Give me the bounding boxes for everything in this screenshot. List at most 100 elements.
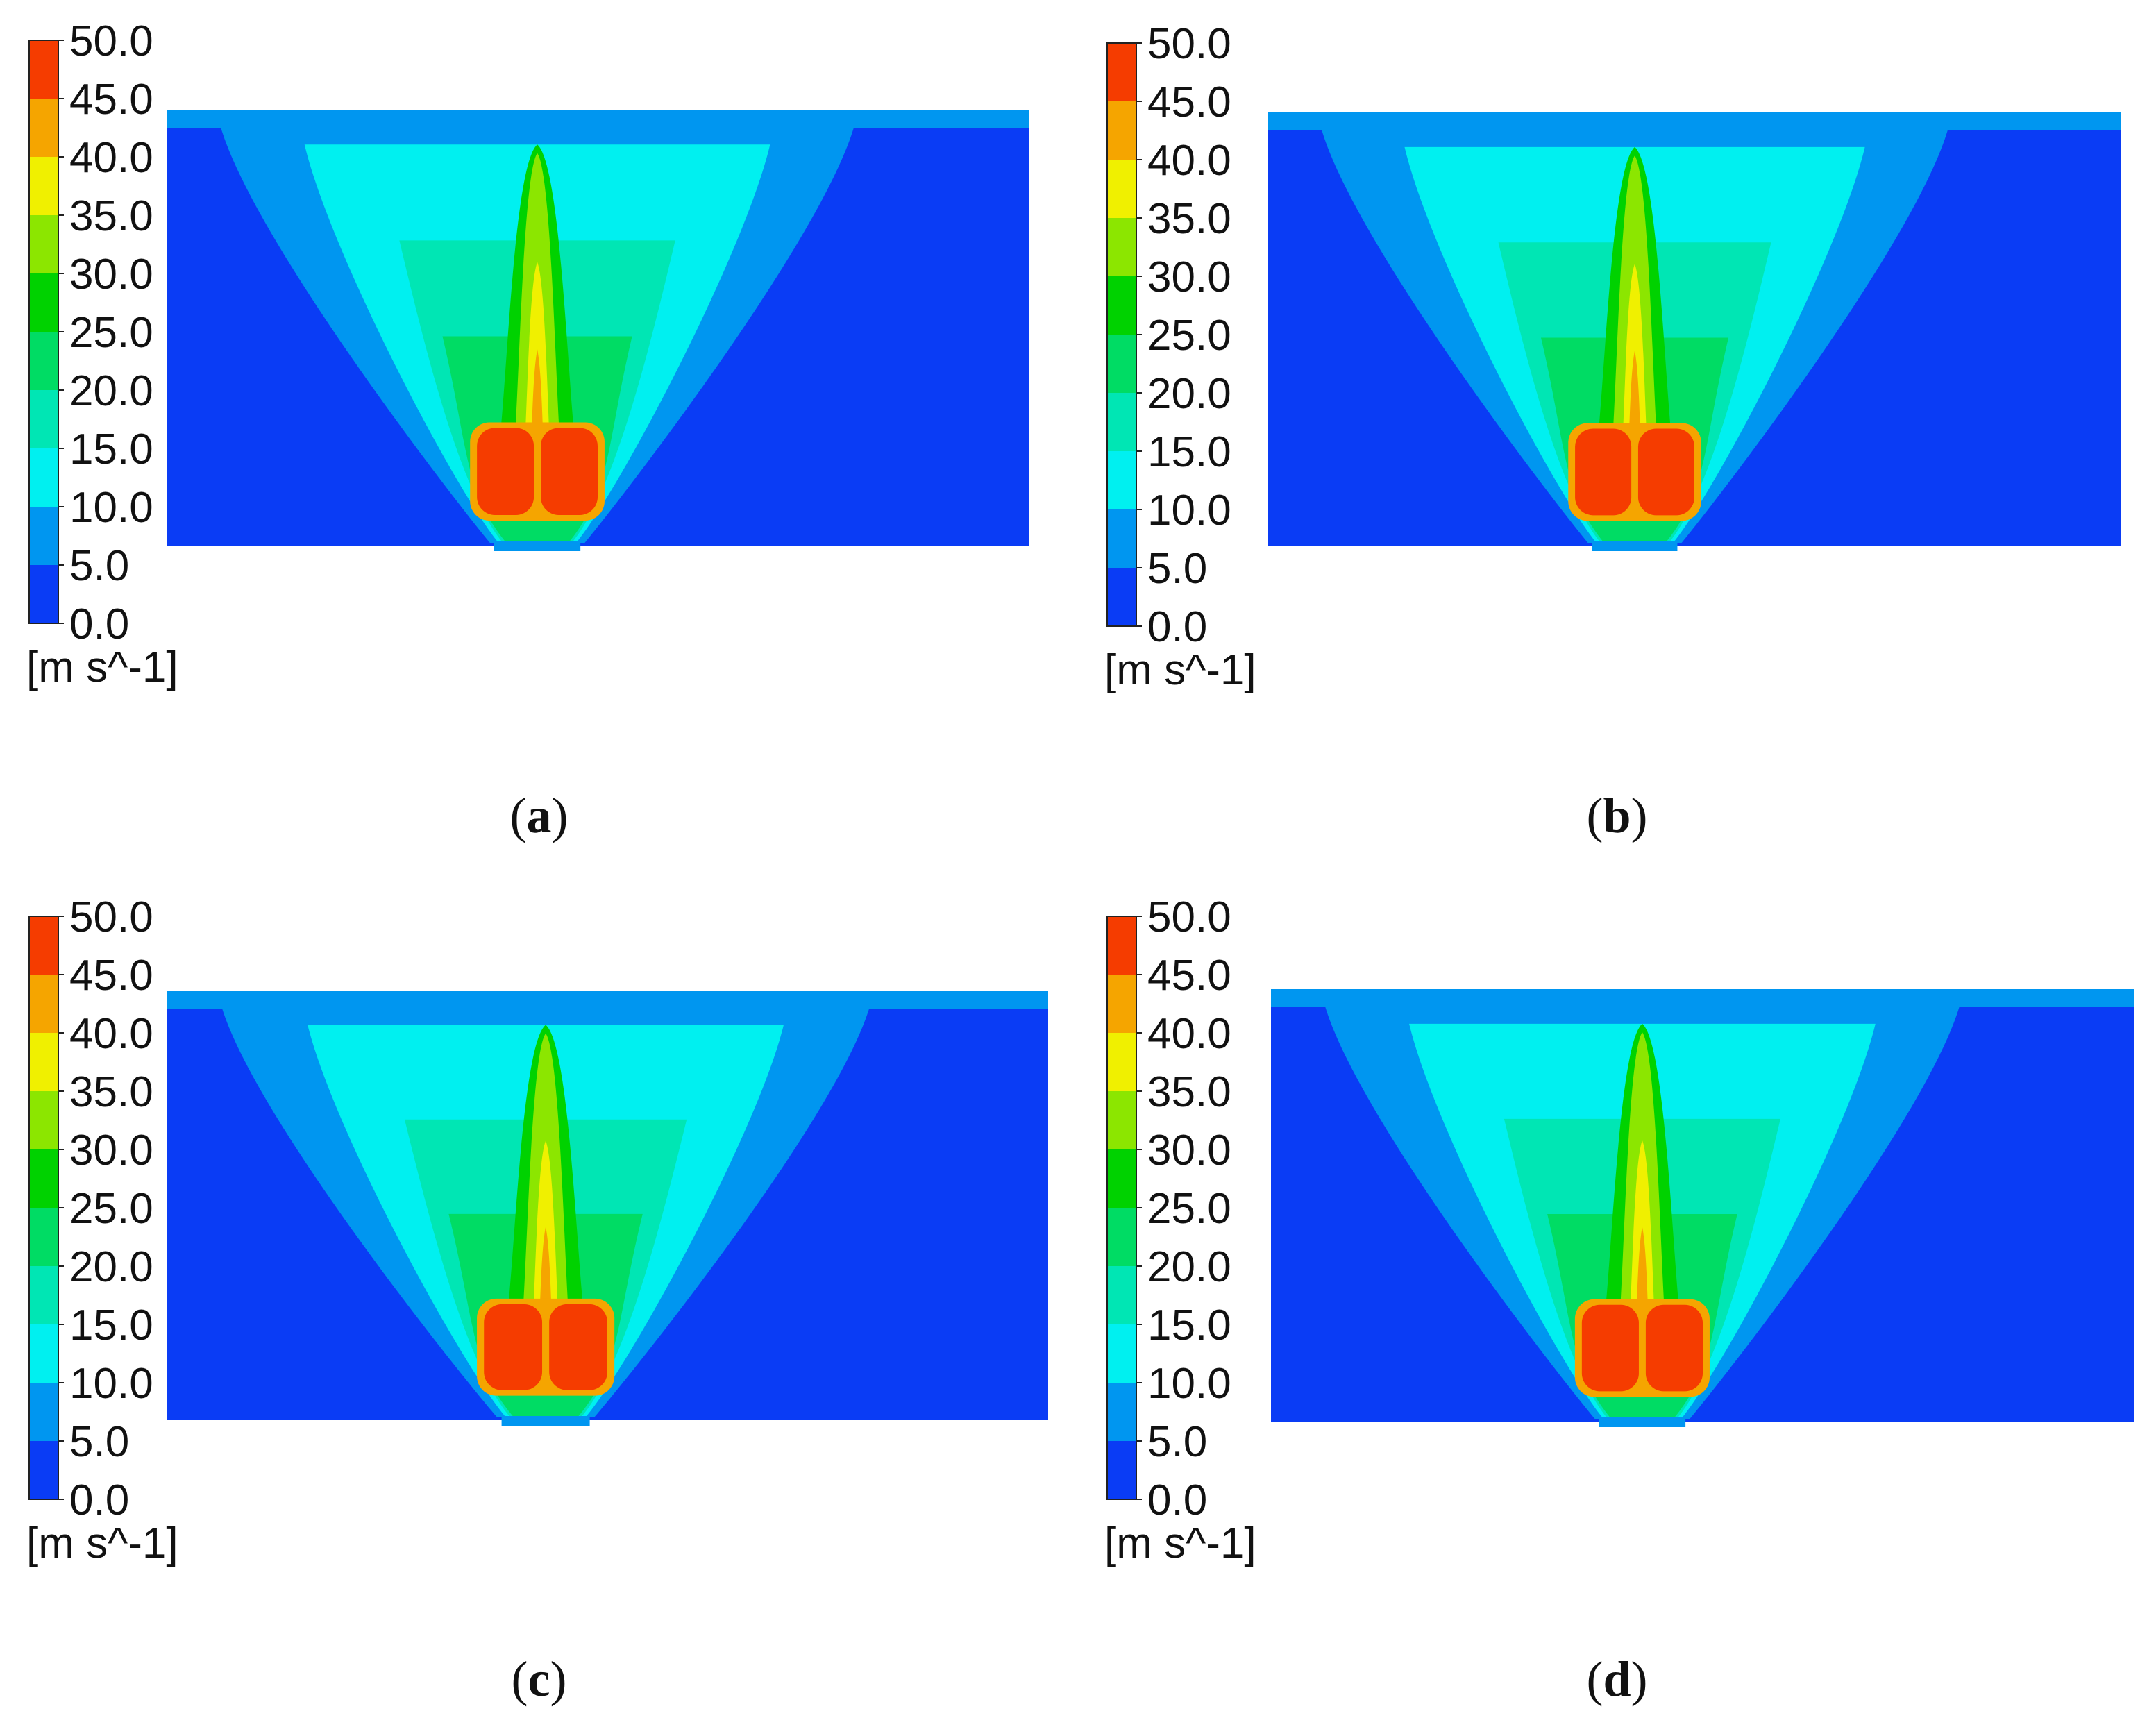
field-nozzle (494, 541, 581, 551)
colorbar-swatch (29, 1266, 58, 1324)
colorbar-tick-label: 30.0 (1147, 1127, 1231, 1174)
colorbar-tick-label: 45.0 (69, 76, 153, 124)
field-nozzle (1599, 1417, 1686, 1427)
panel-c-caption: (c) (0, 1648, 1078, 1710)
caption-letter: c (528, 1651, 550, 1707)
panel-b: 0.0 5.0 10.0 15.0 20.0 25.0 30.0 35.0 40.0 45.0 50… (1078, 0, 2156, 864)
colorbar-tick-label: 50.0 (69, 893, 153, 941)
colorbar-tick-label: 35.0 (69, 1068, 153, 1116)
velocity-field (167, 991, 1048, 1426)
colorbar (1106, 916, 1137, 1500)
colorbar-swatch (1107, 1091, 1136, 1149)
panel-c-chart: 0.0 5.0 10.0 15.0 20.0 25.0 30.0 35.0 40.0 45.0 50… (26, 893, 1048, 1567)
panel-a: 0.0 5.0 10.0 15.0 20.0 25.0 30.0 35.0 40.0 45.0 50… (0, 0, 1078, 864)
colorbar-tick-label: 5.0 (69, 542, 129, 590)
caption-open: ( (1586, 788, 1603, 843)
colorbar-tick-label: 15.0 (1147, 428, 1231, 476)
panel-a-chart: 0.0 5.0 10.0 15.0 20.0 25.0 30.0 35.0 40.0 45.0 50… (26, 17, 1029, 691)
colorbar-unit-label: [m s^-1] (1104, 1519, 1256, 1567)
colorbar-swatch (1107, 1441, 1136, 1499)
colorbar-swatch (29, 390, 58, 448)
velocity-field (167, 110, 1029, 551)
field-nozzle (1592, 541, 1678, 551)
colorbar-tick-label: 25.0 (1147, 1185, 1231, 1233)
colorbar-swatch (1107, 1266, 1136, 1324)
colorbar-swatch (29, 916, 58, 975)
colorbar-swatch (1107, 43, 1136, 101)
field-core-left (1581, 1304, 1639, 1392)
panel-d-caption: (d) (1078, 1648, 2156, 1710)
caption-close: ) (1631, 1651, 1648, 1707)
colorbar (1106, 42, 1137, 627)
colorbar-tick-label: 15.0 (1147, 1301, 1231, 1349)
colorbar-tick-label: 25.0 (1147, 312, 1231, 360)
colorbar-unit-label: [m s^-1] (1104, 646, 1256, 694)
caption-close: ) (550, 1651, 567, 1707)
colorbar-tick-label: 25.0 (69, 1185, 153, 1233)
colorbar-swatch (29, 1324, 58, 1383)
colorbar-tick-label: 40.0 (1147, 1010, 1231, 1058)
panel-c: 0.0 5.0 10.0 15.0 20.0 25.0 30.0 35.0 40.0 45.0 50… (0, 864, 1078, 1727)
field-core-right (1645, 1304, 1703, 1392)
colorbar-tick-label: 10.0 (69, 1360, 153, 1408)
colorbar-tick-label: 0.0 (1147, 603, 1207, 651)
colorbar-swatch (1107, 1383, 1136, 1441)
colorbar-swatch (29, 157, 58, 215)
caption-letter: d (1603, 1651, 1631, 1707)
colorbar-tick-label: 35.0 (1147, 1068, 1231, 1116)
panel-b-caption: (b) (1078, 784, 2156, 847)
field-nozzle (501, 1416, 590, 1426)
colorbar-tick-label: 45.0 (69, 952, 153, 1000)
colorbar-tick-label: 15.0 (69, 1301, 153, 1349)
colorbar-swatch (1107, 1033, 1136, 1091)
colorbar-swatch (1107, 1208, 1136, 1266)
colorbar-swatch (29, 975, 58, 1033)
colorbar-swatch (29, 565, 58, 623)
colorbar-unit-label: [m s^-1] (26, 643, 178, 691)
colorbar-tick-label: 15.0 (69, 426, 153, 473)
field-core-left (477, 428, 534, 516)
colorbar-tick-label: 0.0 (69, 600, 129, 648)
colorbar-swatch (1107, 218, 1136, 276)
colorbar-tick-label: 5.0 (1147, 545, 1207, 593)
panel-d: 0.0 5.0 10.0 15.0 20.0 25.0 30.0 35.0 40.0 45.0 50… (1078, 864, 2156, 1727)
colorbar-tick-label: 25.0 (69, 309, 153, 357)
panel-d-chart: 0.0 5.0 10.0 15.0 20.0 25.0 30.0 35.0 40.0 45.0 50… (1104, 893, 2134, 1567)
colorbar-tick-label: 30.0 (69, 1127, 153, 1174)
colorbar-swatch (29, 1033, 58, 1091)
caption-close: ) (551, 788, 569, 843)
colorbar-tick-label: 10.0 (1147, 1360, 1231, 1408)
colorbar-swatch (29, 215, 58, 273)
colorbar-swatch (29, 332, 58, 390)
colorbar-swatch (29, 507, 58, 565)
colorbar-tick-label: 5.0 (69, 1418, 129, 1466)
colorbar-swatch (29, 99, 58, 157)
colorbar-tick-label: 10.0 (1147, 487, 1231, 534)
field-core-right (549, 1304, 607, 1390)
panel-a-caption: (a) (0, 784, 1078, 847)
colorbar-swatch (29, 448, 58, 507)
caption-open: ( (511, 1651, 528, 1707)
colorbar-tick-label: 35.0 (1147, 195, 1231, 243)
colorbar-tick-label: 45.0 (1147, 952, 1231, 1000)
colorbar-swatch (1107, 509, 1136, 568)
colorbar-swatch (1107, 451, 1136, 509)
colorbar-tick-label: 50.0 (69, 17, 153, 65)
colorbar-tick-label: 0.0 (69, 1476, 129, 1524)
colorbar-swatch (1107, 1149, 1136, 1208)
colorbar-swatch (1107, 276, 1136, 335)
field-core-right (541, 428, 598, 516)
velocity-field (1271, 989, 2134, 1427)
colorbar-swatch (1107, 393, 1136, 451)
colorbar-swatch (1107, 160, 1136, 218)
field-core-right (1637, 428, 1694, 516)
colorbar-swatch (1107, 335, 1136, 393)
field-core-left (1575, 428, 1632, 516)
colorbar-tick-label: 50.0 (1147, 20, 1231, 68)
panel-b-chart: 0.0 5.0 10.0 15.0 20.0 25.0 30.0 35.0 40.0 45.0 50… (1104, 20, 2121, 694)
colorbar-swatch (1107, 568, 1136, 626)
colorbar-tick-label: 20.0 (1147, 370, 1231, 418)
colorbar-swatch (1107, 975, 1136, 1033)
colorbar-tick-label: 0.0 (1147, 1476, 1207, 1524)
